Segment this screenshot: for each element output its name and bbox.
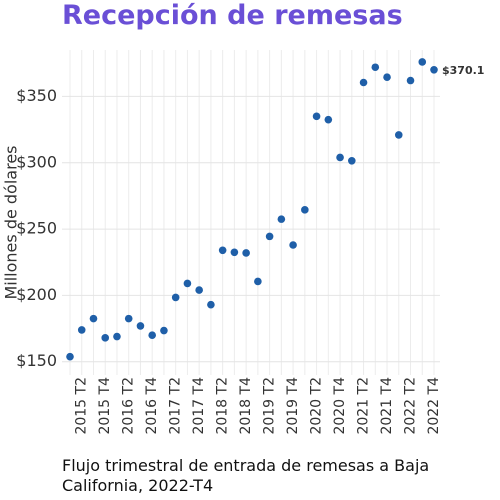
x-tick-label: 2018 T2	[215, 377, 231, 435]
x-tick-label: 2016 T2	[121, 377, 137, 435]
x-tick-label: 2015 T4	[97, 377, 113, 435]
point	[101, 334, 110, 342]
point	[218, 246, 227, 255]
point	[336, 153, 344, 162]
x-tick-label: 2020 T4	[332, 377, 348, 435]
point	[183, 279, 192, 288]
point	[312, 112, 321, 121]
point	[324, 115, 333, 124]
caption: Flujo trimestral de entrada de remesas a…	[62, 456, 430, 495]
x-tick-label: 2016 T4	[144, 377, 160, 435]
point	[148, 331, 156, 340]
y-axis-label: Millones de dólares	[2, 145, 21, 299]
point	[383, 73, 391, 81]
y-tick-label: $250	[16, 219, 57, 238]
y-tick-label: $300	[16, 152, 57, 171]
point	[359, 78, 368, 87]
point	[77, 326, 86, 334]
point	[371, 63, 380, 72]
x-tick-label: 2022 T2	[403, 377, 419, 435]
point	[124, 314, 133, 323]
y-tick-label: $350	[16, 86, 57, 105]
point	[418, 58, 427, 66]
point	[277, 215, 286, 223]
x-tick-label: 2019 T2	[262, 377, 278, 435]
x-tick-label: 2017 T4	[191, 377, 207, 435]
point	[89, 314, 98, 323]
point	[301, 206, 309, 214]
point	[160, 326, 168, 335]
point	[66, 352, 74, 361]
chart-title: Recepción de remesas	[62, 0, 403, 31]
point	[136, 322, 145, 330]
x-tick-label: 2018 T4	[238, 377, 254, 435]
point	[230, 248, 239, 257]
point	[265, 232, 274, 241]
point	[171, 293, 180, 302]
value-label: $370.1	[442, 64, 484, 77]
y-tick-label: $200	[16, 285, 57, 304]
point	[195, 286, 203, 294]
y-tick-label: $150	[16, 351, 57, 370]
point	[242, 249, 250, 257]
point	[394, 131, 403, 139]
point	[430, 65, 438, 74]
x-tick-label: 2021 T4	[379, 377, 395, 435]
x-tick-label: 2019 T4	[285, 377, 301, 435]
point	[113, 332, 121, 341]
point	[207, 300, 215, 309]
point	[348, 156, 356, 165]
x-tick-label: 2022 T4	[426, 377, 442, 435]
point	[406, 76, 415, 85]
point	[254, 277, 262, 286]
x-tick-label: 2015 T2	[74, 377, 90, 435]
point	[289, 241, 297, 249]
x-tick-label: 2021 T2	[356, 377, 372, 435]
x-tick-label: 2017 T2	[168, 377, 184, 435]
x-tick-label: 2020 T2	[309, 377, 325, 435]
